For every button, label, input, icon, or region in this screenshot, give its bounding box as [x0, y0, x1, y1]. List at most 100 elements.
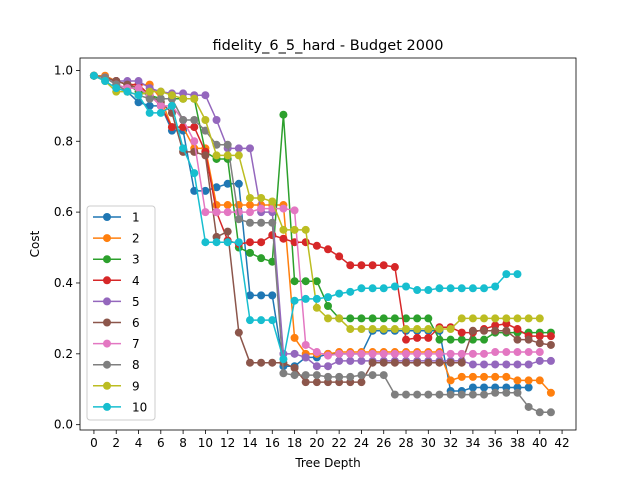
data-point [145, 94, 154, 103]
data-point [245, 316, 254, 325]
data-point [145, 101, 154, 110]
data-point [156, 101, 165, 110]
data-point [424, 390, 433, 399]
data-point [468, 284, 477, 293]
legend-label-7: 7 [132, 337, 140, 351]
data-point [190, 137, 199, 146]
data-point [368, 314, 377, 323]
data-point [379, 325, 388, 334]
data-point [234, 328, 243, 337]
data-point [424, 286, 433, 295]
data-point [457, 349, 466, 358]
data-point [268, 197, 277, 206]
data-point [290, 225, 299, 234]
data-point [357, 284, 366, 293]
data-point [457, 328, 466, 337]
legend-marker-6 [103, 318, 111, 327]
data-point [324, 293, 332, 302]
legend-marker-1 [103, 213, 111, 221]
x-tick-label: 32 [443, 436, 458, 450]
data-point [346, 349, 355, 358]
data-point [167, 91, 176, 100]
data-point [179, 144, 188, 153]
y-axis-label: Cost [28, 230, 42, 257]
data-point [245, 208, 254, 217]
data-point [234, 215, 243, 224]
data-point [402, 390, 411, 399]
data-point [190, 123, 199, 132]
data-point [502, 314, 511, 323]
x-tick-label: 2 [112, 436, 120, 450]
legend-marker-8 [103, 360, 111, 369]
data-point [312, 371, 321, 380]
data-point [402, 325, 411, 334]
data-point [290, 364, 299, 372]
data-point [502, 360, 511, 369]
data-point [524, 360, 533, 369]
data-point [457, 390, 466, 399]
data-point [413, 325, 422, 334]
data-point [535, 408, 544, 417]
data-point [535, 356, 544, 365]
data-point [446, 349, 455, 358]
data-point [502, 348, 511, 357]
data-point [346, 356, 355, 365]
data-point [145, 108, 154, 117]
y-tick-label: 0.2 [54, 347, 73, 361]
data-point [524, 335, 533, 344]
data-point [346, 261, 355, 270]
data-point [290, 371, 299, 380]
data-point [513, 335, 522, 344]
data-point [480, 383, 489, 392]
legend-label-4: 4 [132, 274, 140, 288]
data-point [212, 116, 221, 124]
data-point [245, 238, 254, 247]
y-tick-label: 0.4 [54, 276, 73, 290]
data-point [446, 358, 455, 367]
data-point [379, 358, 388, 367]
data-point [324, 314, 332, 323]
data-point [346, 314, 355, 323]
data-point [402, 358, 411, 367]
data-point [156, 87, 165, 96]
data-point [513, 314, 522, 323]
data-point [491, 388, 500, 397]
legend-marker-5 [103, 297, 111, 306]
data-point [480, 390, 489, 399]
data-point [245, 144, 254, 153]
data-point [301, 371, 310, 380]
data-point [424, 314, 433, 323]
data-point [212, 183, 221, 192]
data-point [390, 358, 399, 367]
data-point [413, 390, 422, 399]
data-point [535, 314, 544, 323]
data-point [223, 201, 232, 210]
data-point [435, 390, 444, 399]
data-point [301, 353, 310, 362]
legend-label-1: 1 [132, 211, 140, 225]
series-9 [89, 71, 544, 334]
data-point [346, 287, 355, 296]
data-point [245, 193, 254, 202]
data-point [346, 372, 355, 381]
data-point [491, 372, 500, 381]
data-point [390, 325, 399, 334]
y-tick-label: 1.0 [54, 63, 73, 77]
legend-label-10: 10 [132, 400, 147, 414]
data-point [424, 325, 433, 334]
data-point [301, 277, 310, 286]
data-point [368, 325, 377, 334]
data-point [201, 186, 210, 195]
data-point [279, 204, 288, 213]
data-point [312, 241, 321, 250]
data-point [324, 302, 332, 310]
data-point [502, 326, 511, 335]
data-point [245, 218, 254, 227]
data-point [257, 358, 266, 367]
data-point [223, 238, 232, 247]
data-point [167, 101, 176, 110]
data-point [212, 238, 221, 247]
data-point [212, 208, 221, 217]
data-point [335, 349, 344, 358]
data-point [212, 201, 221, 210]
